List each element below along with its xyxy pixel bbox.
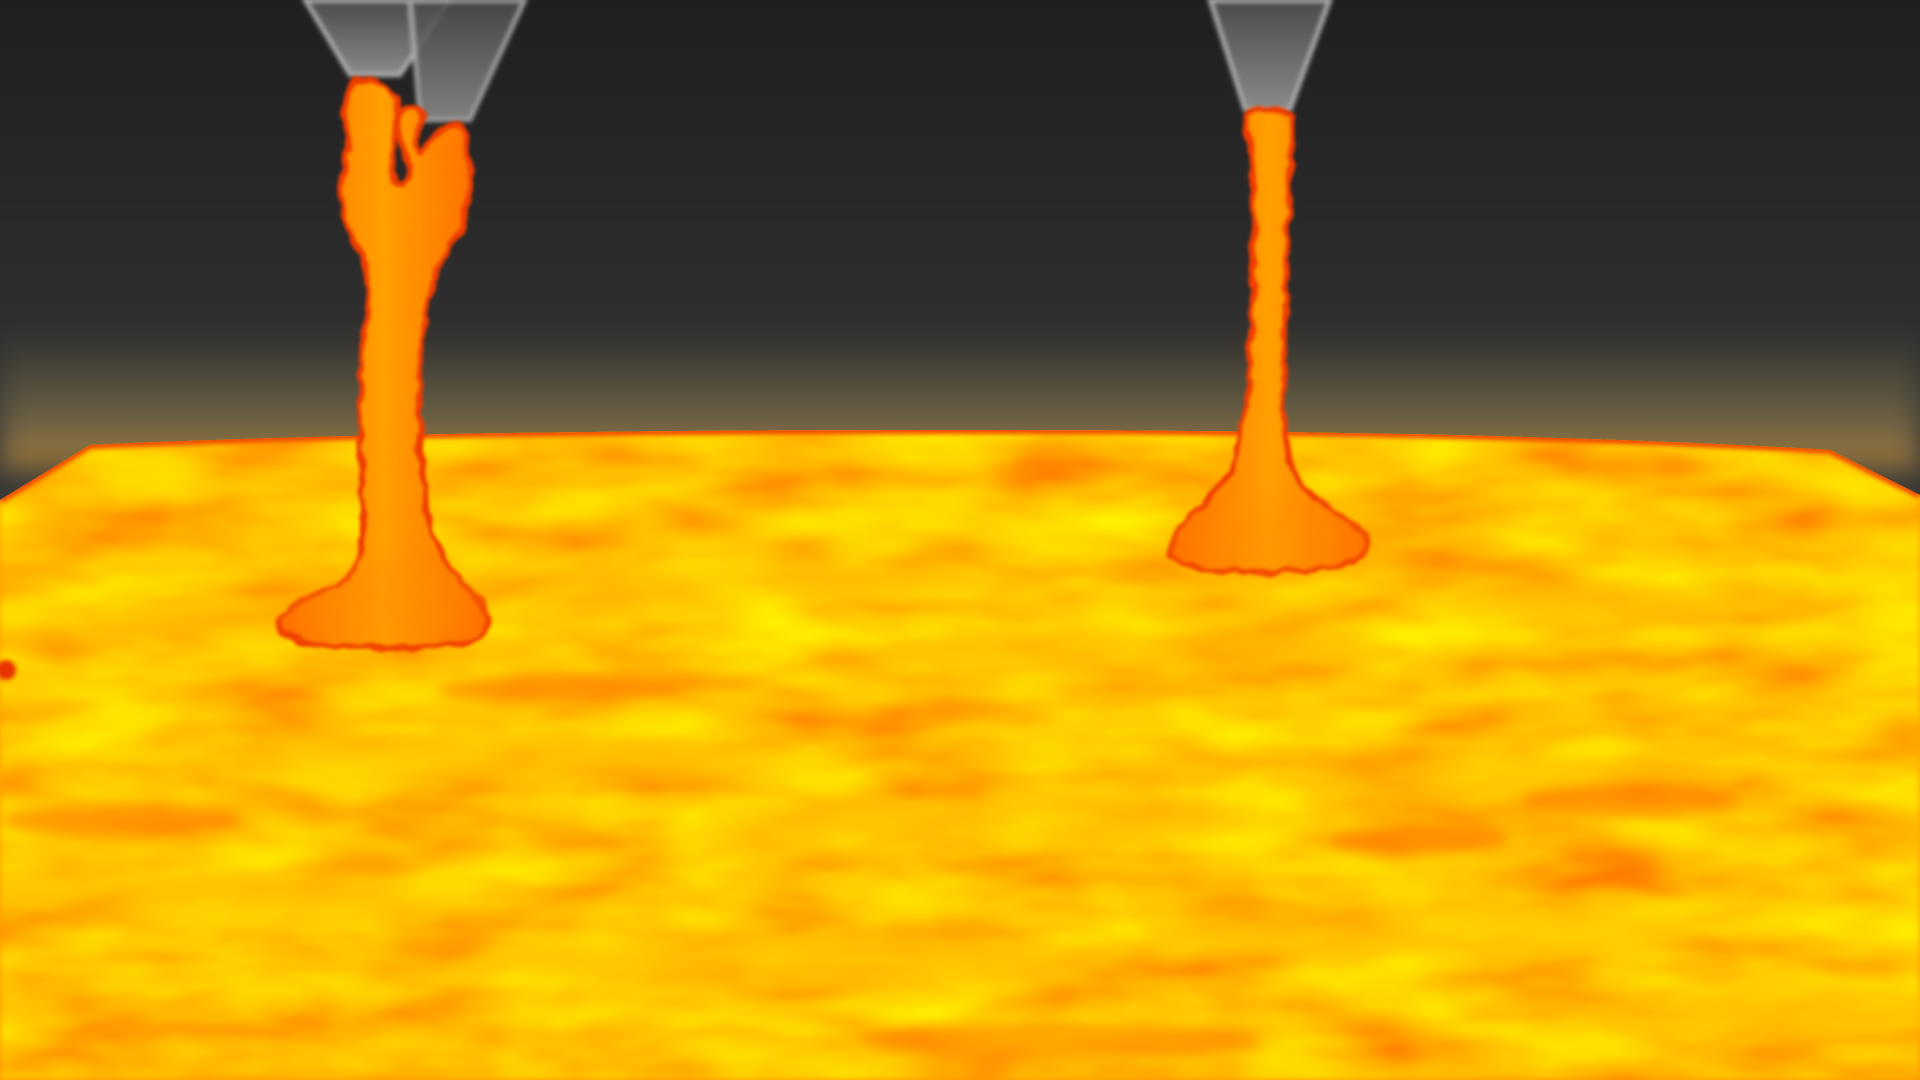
lava-pool xyxy=(0,420,1920,1080)
